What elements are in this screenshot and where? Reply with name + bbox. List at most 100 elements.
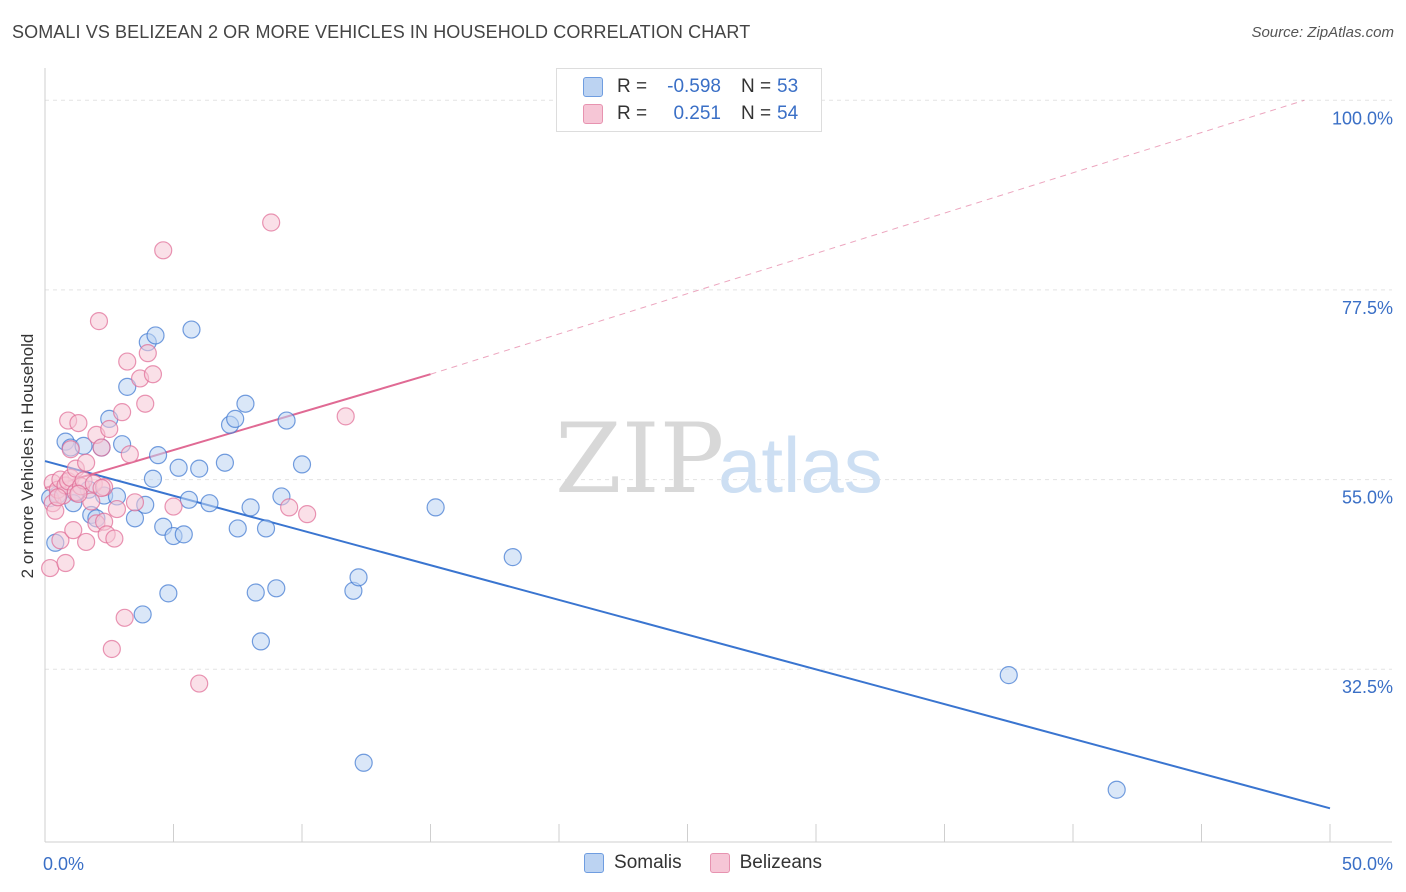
point-belizeans — [89, 312, 109, 331]
chart-title: SOMALI VS BELIZEAN 2 OR MORE VEHICLES IN… — [12, 22, 751, 42]
point-somalis — [146, 326, 165, 345]
point-somalis — [200, 494, 219, 513]
point-somalis — [1107, 780, 1126, 799]
axes — [44, 68, 1392, 843]
legend-row-belizeans: R = 0.251 N = 54 — [557, 100, 798, 128]
legend-n-value: 54 — [777, 103, 799, 124]
point-somalis — [228, 519, 247, 538]
point-belizeans — [154, 241, 173, 260]
point-belizeans — [64, 521, 83, 540]
point-somalis — [190, 459, 209, 478]
watermark-zip: ZIP — [555, 403, 724, 515]
point-belizeans — [136, 394, 155, 413]
legend-item-somalis[interactable]: Somalis — [584, 852, 682, 874]
point-belizeans — [336, 407, 355, 426]
y-axis-label: 2 or more Vehicles in Household — [18, 333, 37, 579]
point-belizeans — [77, 532, 96, 552]
point-belizeans — [77, 453, 96, 472]
point-belizeans — [102, 639, 121, 659]
point-somalis — [292, 455, 312, 474]
legend-row-somalis: R = -0.598 N = 53 — [557, 73, 798, 101]
point-somalis — [169, 458, 188, 477]
point-belizeans — [120, 445, 139, 464]
legend-r-value: 0.251 — [673, 103, 721, 124]
point-belizeans — [112, 403, 132, 422]
legend-swatch-belizeans — [709, 853, 730, 873]
point-belizeans — [61, 440, 80, 459]
legend-r-label: R = — [617, 76, 648, 97]
legend-n-label: N = — [741, 76, 772, 97]
point-somalis — [182, 320, 201, 339]
point-belizeans — [92, 478, 111, 498]
point-belizeans — [48, 488, 67, 507]
point-somalis — [174, 525, 193, 544]
legend-swatch-somalis — [583, 77, 603, 97]
x-tick-label: 0.0% — [43, 854, 84, 874]
trend-lines — [44, 99, 1331, 810]
watermark-atlas: atlas — [718, 421, 883, 509]
correlation-legend: R = -0.598 N = 53 R = 0.251 N = 54 — [556, 68, 822, 132]
point-somalis — [179, 490, 199, 509]
point-somalis — [118, 377, 137, 396]
legend-swatch-belizeans — [583, 104, 603, 124]
point-somalis — [215, 453, 234, 472]
tick-labels: 32.5% 55.0% 77.5% 100.0% 0.0% 50.0% — [43, 108, 1393, 874]
point-somalis — [503, 548, 522, 567]
point-belizeans — [138, 344, 157, 363]
point-belizeans — [125, 493, 145, 512]
trend-line-somalis — [44, 460, 1331, 810]
point-belizeans — [190, 674, 209, 693]
legend-item-belizeans[interactable]: Belizeans — [709, 852, 822, 874]
legend-label-somalis: Somalis — [614, 852, 682, 873]
point-somalis — [226, 409, 245, 428]
point-somalis — [251, 632, 270, 651]
x-tick-label: 50.0% — [1342, 854, 1393, 874]
point-somalis — [148, 446, 168, 465]
point-belizeans — [107, 499, 127, 519]
point-somalis — [133, 605, 152, 624]
legend-label-belizeans: Belizeans — [739, 852, 822, 873]
legend-swatch-somalis — [584, 853, 605, 873]
point-belizeans — [115, 608, 134, 627]
point-belizeans — [298, 505, 317, 524]
watermark: ZIP atlas — [555, 403, 883, 515]
point-somalis — [426, 498, 445, 517]
legend-n-value: 53 — [777, 76, 799, 97]
point-somalis — [159, 584, 178, 603]
legend-n-label: N = — [741, 103, 772, 124]
point-belizeans — [92, 438, 111, 457]
source-label: Source: ZipAtlas.com — [1251, 24, 1394, 41]
point-somalis — [354, 753, 373, 772]
point-belizeans — [51, 531, 70, 550]
point-belizeans — [41, 558, 60, 578]
point-somalis — [277, 411, 296, 430]
point-belizeans — [56, 553, 75, 573]
point-belizeans — [69, 484, 88, 503]
point-belizeans — [280, 498, 299, 517]
y-tick-label: 55.0% — [1342, 488, 1393, 508]
point-belizeans — [118, 352, 137, 371]
grid-lines — [45, 99, 1392, 670]
point-somalis — [256, 519, 276, 538]
point-belizeans — [100, 419, 119, 439]
point-somalis — [999, 666, 1018, 685]
point-somalis — [236, 394, 255, 413]
point-belizeans — [262, 213, 281, 232]
y-tick-label: 77.5% — [1342, 298, 1393, 318]
y-tick-label: 100.0% — [1332, 108, 1393, 128]
series-legend: Somalis Belizeans — [0, 852, 1406, 874]
point-somalis — [349, 568, 368, 587]
point-belizeans — [143, 365, 163, 384]
point-somalis — [267, 579, 286, 598]
legend-r-value: -0.598 — [667, 76, 721, 97]
legend-r-label: R = — [617, 103, 648, 124]
point-somalis — [241, 498, 260, 517]
point-somalis — [246, 583, 265, 602]
data-points — [41, 213, 1126, 799]
trend-extension-belizeans — [430, 99, 1305, 375]
trend-line-belizeans — [44, 373, 431, 489]
point-belizeans — [105, 529, 124, 548]
point-belizeans — [69, 414, 88, 433]
y-tick-label: 32.5% — [1342, 677, 1393, 697]
